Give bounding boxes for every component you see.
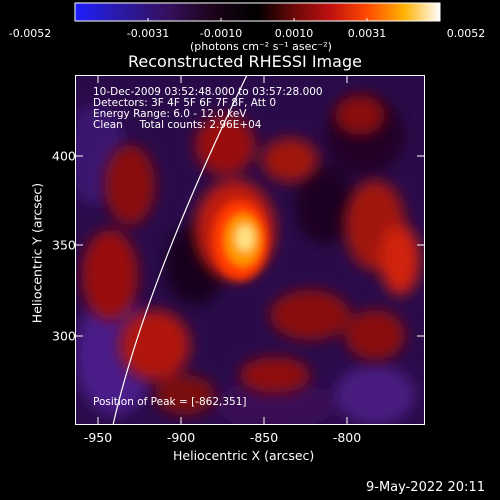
rhessi-image [75,75,425,425]
colorbar-tick-label: 0.0052 [446,27,486,40]
x-tick-label: -800 [332,430,362,445]
x-tick-label: -850 [249,430,279,445]
energy-range-label: Energy Range: 6.0 - 12.0 keV [93,108,247,120]
x-tick-label: -950 [83,430,113,445]
red-emission [82,95,420,415]
clean-counts-label: Clean Total counts: 2.96E+04 [93,119,262,131]
x-ticks [97,75,348,425]
y-tick-label: 400 [52,148,76,164]
y-tick-label: 300 [52,328,76,344]
colorbar-tick-label: 0.0031 [347,27,387,40]
colorbar-tick-label: -0.0031 [126,27,170,40]
y-ticks [75,155,425,337]
colorbar [74,2,441,22]
colorbar-units: (photons cm⁻² s⁻¹ asec⁻²) [190,40,332,53]
colorbar-tick-label: -0.0010 [199,27,243,40]
flare-source [212,200,268,280]
image-title: Reconstructed RHESSI Image [128,52,362,71]
plot-frame [75,75,425,425]
y-axis-label: Heliocentric Y (arcsec) [29,182,45,324]
solar-limb [112,75,248,425]
time-range-label: 10-Dec-2009 03:52:48.000 to 03:57:28.000 [93,86,323,98]
detectors-label: Detectors: 3F 4F 5F 6F 7F 8F, Att 0 [93,97,277,109]
x-axis-label: Heliocentric X (arcsec) [173,448,315,463]
colorbar-tick-label: 0.0010 [274,27,314,40]
x-tick-label: -900 [166,430,196,445]
y-tick-label: 350 [52,237,76,253]
footer-date: 9-May-2022 20:11 [366,480,485,495]
peak-position-label: Position of Peak = [-862,351] [93,396,247,408]
colorbar-gradient [74,2,441,22]
colorbar-ticks [74,18,441,21]
colorbar-tick-label: -0.0052 [8,27,52,40]
